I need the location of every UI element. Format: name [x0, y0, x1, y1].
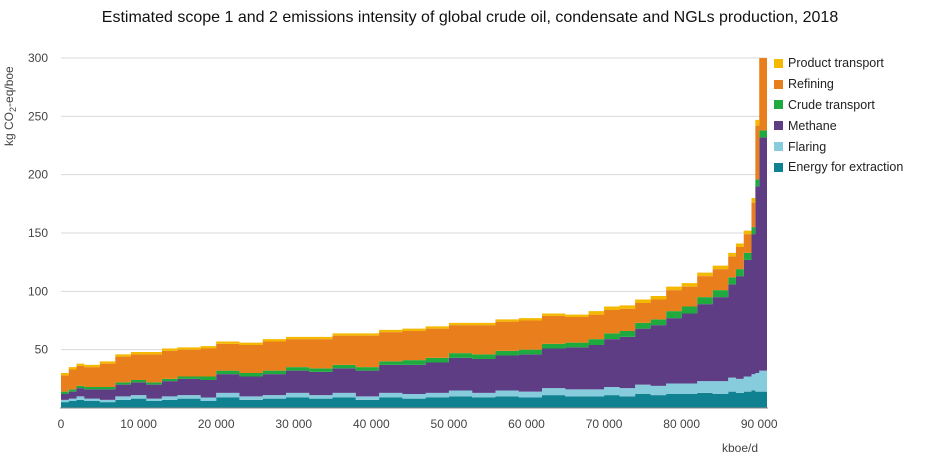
x-tick-label: 10 000: [120, 417, 157, 431]
legend-item: Flaring: [774, 136, 903, 157]
x-tick-labels: 0 10 000 20 000 30 000 40 000 50 000 60 000 70 …: [58, 417, 778, 431]
area-flaring: [61, 370, 767, 403]
y-tick-label: 100: [28, 284, 48, 298]
y-axis-label-tail: -eq/boe: [2, 66, 16, 107]
legend-item: Product transport: [774, 53, 903, 74]
x-tick-label: 30 000: [275, 417, 312, 431]
y-tick-label: 300: [28, 51, 48, 65]
legend-label: Flaring: [788, 139, 827, 154]
legend-swatch: [774, 121, 783, 131]
stacked-areas: [61, 58, 767, 408]
legend-label: Energy for extraction: [788, 160, 904, 175]
legend-item: Methane: [774, 115, 903, 136]
chart-title: Estimated scope 1 and 2 emissions intens…: [101, 9, 839, 26]
y-tick-label: 200: [28, 168, 48, 182]
y-axis-label-subscript: 2: [8, 107, 18, 112]
legend-swatch: [774, 162, 783, 172]
x-axis-label: kboe/d: [722, 441, 758, 455]
x-tick-label: 70 000: [586, 417, 623, 431]
x-tick-label: 40 000: [353, 417, 390, 431]
legend-swatch: [774, 100, 783, 110]
y-tick-labels: 50 100 150 200 250 300: [28, 51, 48, 357]
y-tick-label: 50: [35, 343, 49, 357]
x-tick-label: 80 000: [663, 417, 700, 431]
legend-label: Product transport: [788, 56, 884, 71]
area-methane: [61, 137, 767, 400]
legend-item: Crude transport: [774, 95, 903, 116]
x-tick-label: 20 000: [198, 417, 235, 431]
legend-swatch: [774, 58, 783, 68]
x-tick-label: 90 000: [741, 417, 778, 431]
y-axis-label: kg CO2-eq/boe: [2, 66, 18, 146]
y-tick-label: 250: [28, 109, 48, 123]
area-refining: [61, 58, 767, 392]
y-tick-label: 150: [28, 226, 48, 240]
legend-item: Refining: [774, 74, 903, 95]
legend-item: Energy for extraction: [774, 157, 903, 178]
x-tick-label: 0: [58, 417, 65, 431]
legend-label: Methane: [788, 118, 837, 133]
legend: Product transport Refining Crude transport…: [774, 53, 903, 178]
legend-label: Crude transport: [788, 97, 875, 112]
y-axis-label-main: kg CO: [2, 112, 16, 146]
x-tick-label: 50 000: [431, 417, 468, 431]
legend-swatch: [774, 142, 783, 152]
x-tick-label: 60 000: [508, 417, 545, 431]
legend-label: Refining: [788, 77, 834, 92]
legend-swatch: [774, 79, 783, 89]
area-energy-for-extraction: [61, 390, 767, 408]
